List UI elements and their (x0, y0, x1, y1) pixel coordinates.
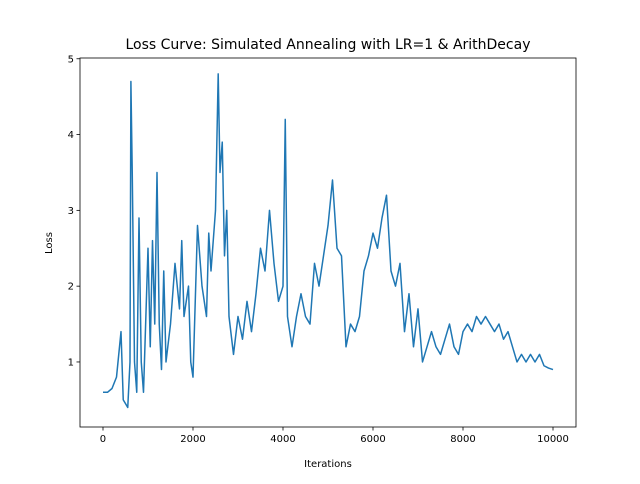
x-tick-label: 6000 (360, 434, 385, 445)
loss-line (103, 73, 554, 409)
y-tick-label: 4 (68, 130, 74, 141)
chart-title: Loss Curve: Simulated Annealing with LR=… (125, 37, 530, 53)
x-tick-label: 10000 (537, 434, 569, 445)
y-tick-label: 5 (68, 54, 74, 65)
x-axis-label: Iterations (304, 459, 352, 470)
y-tick-label: 3 (68, 206, 74, 217)
plot-frame (79, 57, 577, 428)
x-tick-label: 4000 (270, 434, 295, 445)
y-tick-label: 2 (68, 282, 74, 293)
y-tick-label: 1 (68, 357, 74, 368)
x-tick-label: 8000 (450, 434, 475, 445)
y-axis-label: Loss (44, 232, 55, 254)
x-tick-label: 0 (100, 434, 106, 445)
x-tick-label: 2000 (180, 434, 205, 445)
